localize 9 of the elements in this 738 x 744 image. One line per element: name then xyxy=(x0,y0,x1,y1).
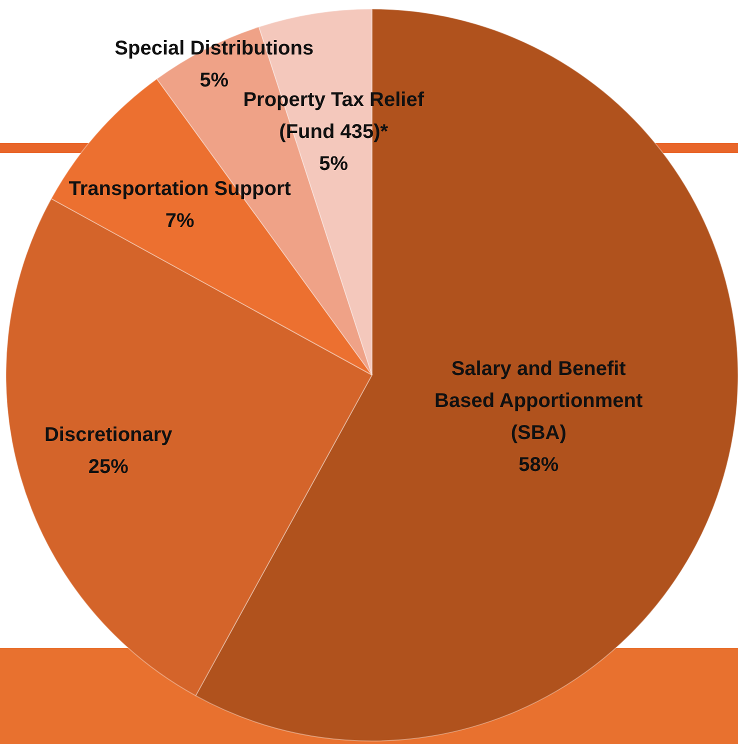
data-label: 5% xyxy=(200,69,229,92)
data-label: 7% xyxy=(165,210,194,232)
data-label: 25% xyxy=(88,456,129,478)
data-label: 5% xyxy=(319,153,348,176)
slice-label: Special Distributions xyxy=(114,37,314,60)
slice-label: Transportation Support xyxy=(68,178,292,200)
slice-label: Salary and Benefit Based Apportionment (SBA) xyxy=(434,358,644,444)
slice-label: Discretionary xyxy=(44,424,174,446)
data-label: 58% xyxy=(518,454,559,476)
